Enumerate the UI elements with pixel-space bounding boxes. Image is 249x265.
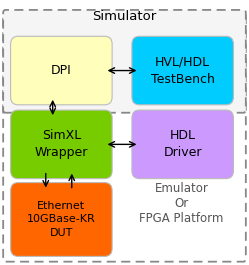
Text: SimXL
Wrapper: SimXL Wrapper: [35, 129, 88, 159]
FancyBboxPatch shape: [3, 10, 246, 113]
Text: Simulator: Simulator: [92, 10, 157, 23]
FancyBboxPatch shape: [11, 183, 112, 257]
Text: HDL
Driver: HDL Driver: [163, 129, 202, 159]
FancyBboxPatch shape: [3, 11, 246, 262]
Text: DPI: DPI: [51, 64, 72, 77]
Text: Emulator
Or
FPGA Platform: Emulator Or FPGA Platform: [139, 182, 224, 225]
Text: Ethernet
10GBase-KR
DUT: Ethernet 10GBase-KR DUT: [27, 201, 96, 238]
FancyBboxPatch shape: [11, 36, 112, 105]
Text: HVL/HDL
TestBench: HVL/HDL TestBench: [151, 56, 215, 86]
FancyBboxPatch shape: [132, 110, 234, 179]
FancyBboxPatch shape: [11, 110, 112, 179]
FancyBboxPatch shape: [132, 36, 234, 105]
